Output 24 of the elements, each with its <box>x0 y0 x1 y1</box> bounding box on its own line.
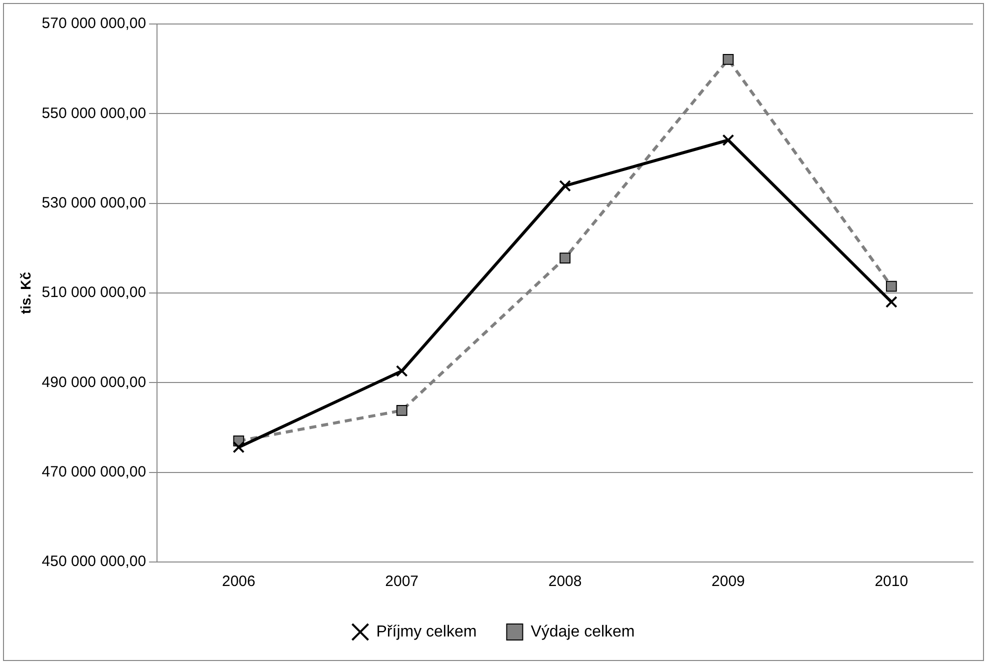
y-tick-label: 530 000 000,00 <box>42 194 146 212</box>
x-tick-label: 2006 <box>222 573 256 590</box>
point <box>722 134 734 146</box>
point <box>722 54 734 65</box>
y-tick-label: 570 000 000,00 <box>42 15 146 32</box>
x-tick-label: 2008 <box>548 573 582 590</box>
point <box>559 180 571 192</box>
point <box>396 365 408 377</box>
point <box>885 296 898 308</box>
legend-label: Příjmy celkem <box>376 623 477 640</box>
point <box>560 252 570 264</box>
y-axis-title: tis. Kč <box>17 272 34 314</box>
point <box>232 441 245 454</box>
x-tick-label: 2009 <box>712 573 745 590</box>
x-tick-label: 2010 <box>874 573 908 590</box>
y-tick-label: 490 000 000,00 <box>42 374 146 391</box>
point <box>396 405 408 416</box>
y-tick-label: 550 000 000,00 <box>42 104 146 122</box>
x-tick-label: 2007 <box>385 573 419 590</box>
legend-label: Výdaje celkem <box>530 623 635 640</box>
y-tick-label: 510 000 000,00 <box>42 284 146 302</box>
y-tick-label: 470 000 000,00 <box>42 463 146 480</box>
point <box>886 280 897 292</box>
y-tick-label: 450 000 000,00 <box>42 553 146 570</box>
